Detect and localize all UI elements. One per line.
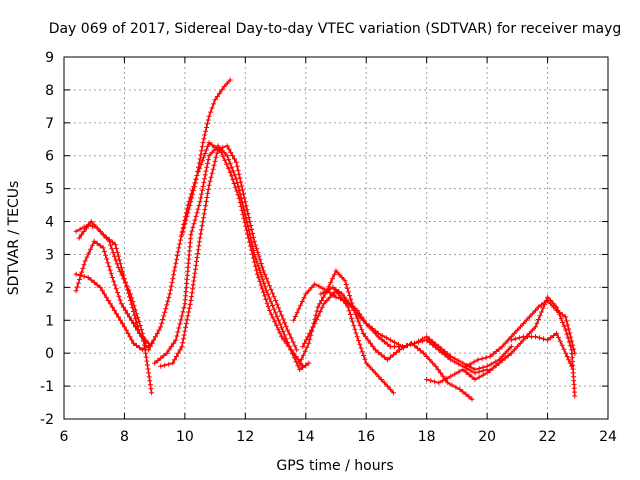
series-track-n — [463, 298, 578, 369]
y-tick-label: 1 — [45, 313, 54, 329]
y-tick-label: 0 — [45, 346, 54, 362]
y-tick-label: 6 — [45, 149, 54, 165]
series-track-m — [424, 294, 578, 399]
x-tick-label: 12 — [236, 429, 254, 445]
y-tick-label: 5 — [45, 182, 54, 198]
series-markers — [158, 143, 300, 369]
series-track-h — [179, 77, 233, 238]
x-tick-label: 14 — [297, 429, 315, 445]
series-track-o — [508, 330, 575, 369]
series-markers — [508, 330, 575, 369]
series-line — [159, 145, 298, 368]
series-markers — [73, 271, 155, 353]
series-markers — [73, 238, 149, 346]
y-tick-label: 9 — [45, 50, 54, 66]
x-axis-label: GPS time / hours — [276, 458, 393, 474]
series-track-d — [73, 238, 149, 346]
series-track-g — [158, 143, 300, 369]
y-tick-label: 8 — [45, 83, 54, 99]
series-markers — [300, 288, 396, 396]
y-tick-label: 2 — [45, 280, 54, 296]
series-line — [75, 273, 153, 351]
y-tick-label: 3 — [45, 247, 54, 263]
data-series — [73, 77, 578, 402]
x-tick-label: 20 — [478, 429, 496, 445]
series-markers — [152, 143, 312, 373]
x-tick-label: 24 — [599, 429, 617, 445]
series-markers — [179, 77, 233, 238]
y-axis-label: SDTVAR / TECUs — [6, 181, 22, 296]
x-tick-label: 8 — [120, 429, 129, 445]
x-tick-label: 18 — [418, 429, 436, 445]
grid — [64, 57, 608, 419]
plot-frame — [63, 56, 609, 420]
x-tick-label: 16 — [357, 429, 375, 445]
series-track-l — [318, 284, 514, 373]
y-tick-label: -2 — [40, 412, 54, 428]
series-markers — [463, 298, 578, 369]
y-tick-label: 4 — [45, 215, 54, 231]
y-tick-label: 7 — [45, 116, 54, 132]
x-tick-label: 6 — [60, 429, 69, 445]
chart-title: Day 069 of 2017, Sidereal Day-to-day VTE… — [49, 21, 622, 37]
series-track-b — [73, 271, 155, 353]
y-tick-label: -1 — [40, 379, 54, 395]
series-track-e — [152, 143, 312, 373]
series-line — [510, 332, 573, 368]
x-tick-label: 10 — [176, 429, 194, 445]
series-track-k — [300, 288, 396, 396]
x-tick-label: 22 — [539, 429, 557, 445]
